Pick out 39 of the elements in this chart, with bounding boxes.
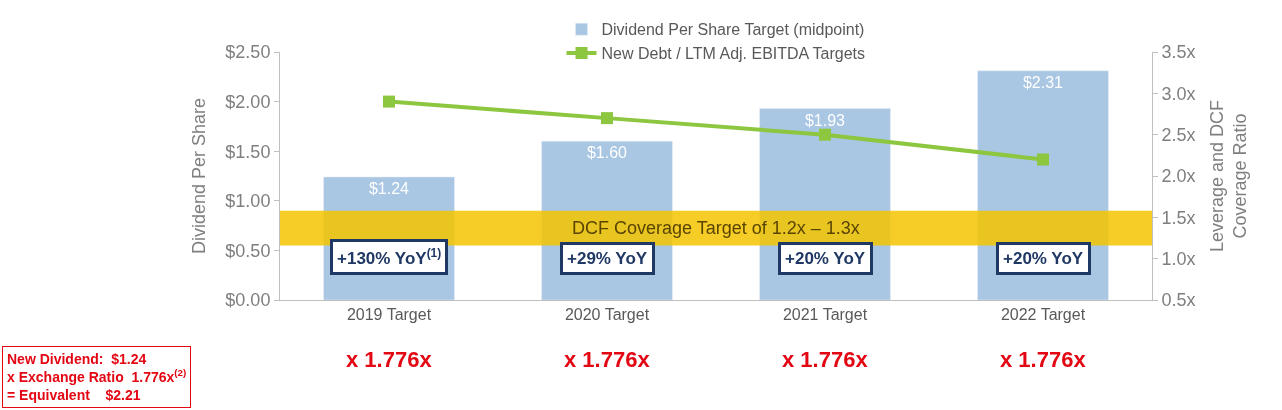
text: New Dividend: $1.24 x Exchange Ratio 1.776x$^{(2)}$ = Equivalent $2.21: [7, 351, 187, 404]
annotation: +130% YoY$^{(1)}$: [337, 246, 442, 269]
legend-label: Dividend Per Share Target (midpoint): [601, 21, 865, 39]
data-label: $1.93: [804, 111, 846, 129]
y-tick-label: $2.50: [225, 42, 271, 63]
text: x 1.776x: [1000, 347, 1087, 372]
x-tick-label: 2021 Target: [782, 306, 868, 324]
legend-label: New Debt / LTM Adj. EBITDA Targets: [601, 45, 866, 63]
point: [1037, 153, 1049, 166]
text: x 1.776x: [564, 347, 651, 372]
point: [383, 95, 395, 108]
data-label: $1.24: [368, 179, 410, 197]
text: x 1.776x: [346, 347, 433, 372]
band-label: DCF Coverage Target of 1.2x – 1.3x: [572, 218, 860, 238]
annotation: +29% YoY: [567, 249, 648, 268]
y-axis-title: Dividend Per Share: [188, 97, 209, 255]
x-tick-label: 2022 Target: [1000, 306, 1086, 324]
y-tick-label: $1.50: [225, 141, 271, 162]
y2-axis-title: Leverage and DCF Coverage Ratio: [1206, 99, 1251, 253]
x-tick-label: 2019 Target: [346, 306, 432, 324]
annotation: +20% YoY: [1003, 249, 1084, 268]
y2-tick-label: 2.0x: [1161, 166, 1196, 187]
y-tick-label: $0.50: [225, 240, 271, 261]
y2-tick-label: 1.0x: [1161, 248, 1196, 269]
data-label: $1.60: [586, 144, 628, 162]
y2-tick-label: 1.5x: [1161, 207, 1196, 228]
y-tick-label: $2.00: [225, 91, 271, 112]
y-tick-label: $1.00: [225, 191, 271, 212]
y2-tick-label: 3.5x: [1161, 42, 1196, 63]
point: [819, 128, 831, 141]
text: x 1.776x: [782, 347, 869, 372]
annotation: +20% YoY: [785, 249, 866, 268]
point: [601, 112, 613, 125]
y2-tick-label: 0.5x: [1161, 290, 1196, 311]
data-label: $2.31: [1022, 73, 1064, 91]
y2-tick-label: 3.0x: [1161, 83, 1196, 104]
y-tick-label: $0.00: [225, 290, 271, 311]
x-tick-label: 2020 Target: [564, 306, 650, 324]
y2-tick-label: 2.5x: [1161, 124, 1196, 145]
